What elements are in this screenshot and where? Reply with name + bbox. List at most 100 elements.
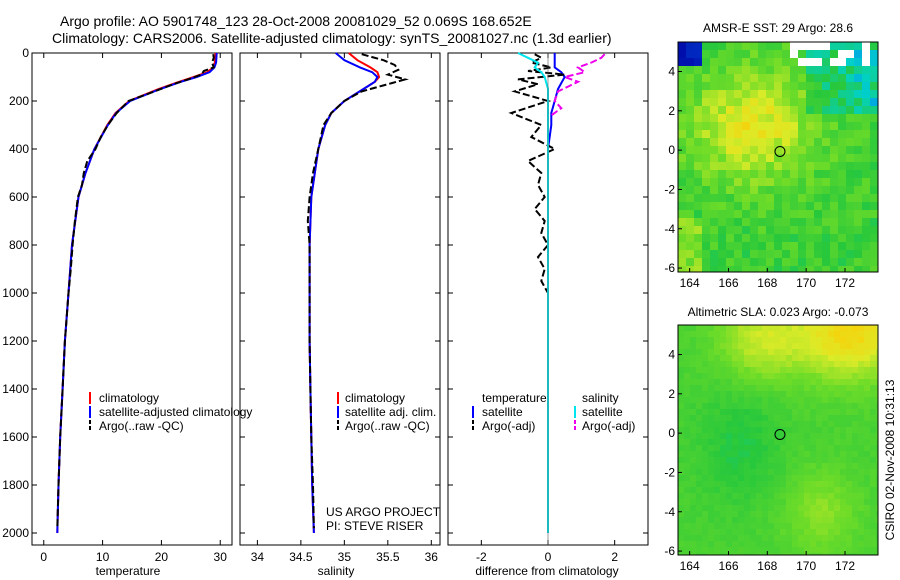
map-cell	[708, 385, 715, 392]
map-cell	[768, 445, 775, 452]
map-cell	[876, 505, 878, 512]
map-cell	[766, 90, 775, 99]
map-cell	[830, 50, 839, 59]
map-cell	[846, 258, 855, 267]
map-cell	[774, 547, 781, 554]
map-cell	[834, 415, 841, 422]
map-cell	[804, 403, 811, 410]
map-cell	[786, 439, 793, 446]
map-cell	[694, 242, 703, 251]
map-cell	[710, 82, 719, 91]
map-cell	[846, 553, 853, 555]
map-cell	[864, 535, 871, 542]
map-cell	[702, 457, 709, 464]
map-cell	[738, 403, 745, 410]
map-cell	[710, 114, 719, 123]
map-cell	[858, 541, 865, 548]
map-cell	[840, 325, 847, 332]
map-cell	[782, 122, 791, 131]
map-cell	[714, 475, 721, 482]
map-cell	[732, 325, 739, 332]
map-cell	[786, 361, 793, 368]
map-cell	[726, 138, 735, 147]
sla-map	[678, 325, 878, 555]
map-cell	[792, 469, 799, 476]
map-cell	[720, 379, 727, 386]
map-cell	[830, 130, 839, 139]
map-cell	[822, 58, 831, 67]
map-cell	[774, 355, 781, 362]
map-cell	[732, 469, 739, 476]
map-cell	[828, 529, 835, 536]
x-tick-label: 36	[425, 550, 439, 564]
map-cell	[876, 487, 878, 494]
map-cell	[798, 391, 805, 398]
map-cell	[718, 58, 727, 67]
map-cell	[686, 90, 695, 99]
difference-legend: temperature satellite Argo(-adj) salinit…	[472, 391, 635, 433]
map-cell	[708, 463, 715, 470]
map-cell	[858, 421, 865, 428]
map-cell	[846, 481, 853, 488]
map-cell	[804, 553, 811, 555]
map-cell	[816, 427, 823, 434]
map-cell	[750, 146, 759, 155]
map-cell	[726, 385, 733, 392]
map-cell	[780, 529, 787, 536]
map-cell	[870, 517, 877, 524]
map-cell	[822, 202, 831, 211]
map-cell	[768, 523, 775, 530]
map-cell	[686, 42, 695, 51]
map-cell	[810, 349, 817, 356]
map-cell	[774, 385, 781, 392]
map-cell	[774, 194, 783, 203]
map-cell	[822, 50, 831, 59]
map-cell	[810, 361, 817, 368]
map-cell	[774, 367, 781, 374]
map-cell	[792, 487, 799, 494]
map-cell	[870, 403, 877, 410]
map-cell	[710, 138, 719, 147]
map-cell	[858, 397, 865, 404]
map-cell	[750, 475, 757, 482]
map-cell	[810, 391, 817, 398]
map-cell	[834, 391, 841, 398]
map-cell	[870, 42, 878, 51]
map-cell	[846, 409, 853, 416]
map-cell	[714, 385, 721, 392]
map-cell	[714, 367, 721, 374]
map-cell	[750, 373, 757, 380]
map-cell	[780, 367, 787, 374]
map-cell	[816, 397, 823, 404]
map-cell	[750, 409, 757, 416]
map-cell	[834, 451, 841, 458]
map-cell	[858, 445, 865, 452]
map-cell	[838, 66, 847, 75]
map-cell	[684, 361, 691, 368]
map-cell	[870, 250, 878, 259]
map-cell	[742, 114, 751, 123]
map-cell	[858, 325, 865, 332]
map-cell	[806, 106, 815, 115]
map-cell	[846, 74, 855, 83]
map-cell	[828, 469, 835, 476]
map-cell	[846, 82, 855, 91]
map-cell	[678, 343, 685, 350]
map-cell	[828, 535, 835, 542]
map-cell	[864, 343, 871, 350]
map-cell	[678, 331, 685, 338]
map-cell	[690, 523, 697, 530]
map-cell	[750, 234, 759, 243]
map-cell	[720, 391, 727, 398]
map-cell	[678, 421, 685, 428]
map-cell	[684, 463, 691, 470]
map-cell	[756, 415, 763, 422]
map-cell	[720, 349, 727, 356]
map-cell	[834, 361, 841, 368]
map-cell	[756, 481, 763, 488]
map-cell	[870, 154, 878, 163]
map-cell	[750, 50, 759, 59]
map-cell	[726, 130, 735, 139]
map-cell	[828, 493, 835, 500]
depth-tick-label: 600	[9, 190, 29, 204]
